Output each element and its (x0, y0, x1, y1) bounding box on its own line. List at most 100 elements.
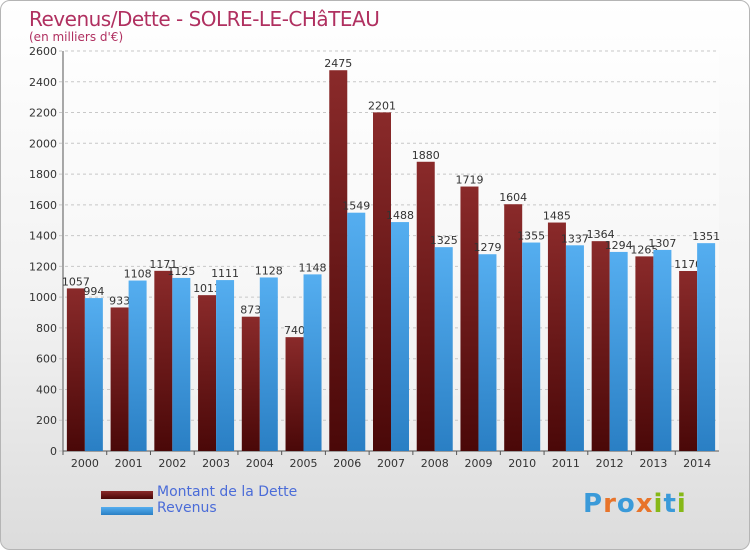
bar-revenus-2011 (565, 245, 584, 451)
data-label-revenus-2005: 1148 (299, 261, 327, 274)
x-tick-label-2000: 2000 (71, 457, 99, 470)
data-label-dette-2014: 1170 (674, 258, 702, 271)
data-label-revenus-2000: 994 (83, 285, 104, 298)
y-tick-label: 0 (50, 445, 57, 458)
y-tick-label: 2600 (29, 45, 57, 58)
logo-letter: i (653, 489, 664, 519)
data-label-dette-2007: 2201 (368, 99, 396, 112)
bar-dette-2014 (679, 271, 698, 451)
y-tick-label: 1800 (29, 168, 57, 181)
data-label-dette-2009: 1719 (455, 174, 483, 187)
bar-revenus-2014 (697, 243, 716, 451)
bar-dette-2001 (110, 307, 129, 451)
data-label-revenus-2010: 1355 (517, 230, 545, 243)
data-label-revenus-2003: 1111 (211, 267, 239, 280)
bar-dette-2002 (154, 270, 173, 451)
bar-revenus-2009 (478, 254, 497, 451)
bar-revenus-2010 (522, 242, 541, 451)
x-tick-label-2014: 2014 (683, 457, 711, 470)
bar-dette-2011 (547, 222, 566, 451)
data-label-dette-2000: 1057 (62, 275, 90, 288)
proxiti-logo: Proxiti (583, 489, 687, 519)
bar-dette-2007 (373, 112, 391, 451)
bar-revenus-2008 (434, 247, 453, 451)
data-label-revenus-2011: 1337 (561, 232, 589, 245)
bar-dette-2012 (591, 241, 610, 451)
x-tick-label-2004: 2004 (246, 457, 274, 470)
logo-letter: t (663, 489, 677, 519)
data-label-dette-2005: 740 (284, 324, 305, 337)
x-tick-label-2013: 2013 (639, 457, 667, 470)
data-label-revenus-2009: 1279 (473, 241, 501, 254)
x-tick-label-2005: 2005 (290, 457, 318, 470)
legend-label-dette: Montant de la Dette (157, 484, 298, 500)
bar-dette-2009 (460, 186, 479, 452)
data-label-dette-2013: 1265 (630, 243, 658, 256)
data-label-revenus-2008: 1325 (430, 234, 458, 247)
x-tick-label-2001: 2001 (115, 457, 143, 470)
x-tick-label-2009: 2009 (464, 457, 492, 470)
data-label-dette-2002: 1171 (149, 258, 177, 271)
x-tick-label-2011: 2011 (552, 457, 580, 470)
logo-letter: x (635, 489, 654, 519)
bar-revenus-2013 (653, 249, 672, 451)
data-label-revenus-2013: 1307 (648, 237, 676, 250)
bar-revenus-2003 (216, 280, 235, 451)
bar-dette-2006 (329, 70, 348, 451)
data-label-revenus-2006: 1549 (342, 200, 370, 213)
bar-revenus-2006 (347, 212, 366, 451)
data-label-revenus-2002: 1125 (167, 265, 195, 278)
y-tick-label: 200 (36, 414, 57, 427)
data-label-dette-2010: 1604 (499, 191, 527, 204)
y-tick-label: 2200 (29, 107, 57, 120)
data-label-dette-2001: 933 (109, 294, 130, 307)
bar-dette-2004 (241, 316, 260, 451)
legend-swatch-revenus (101, 507, 153, 515)
data-label-dette-2003: 1013 (193, 282, 221, 295)
data-label-revenus-2014: 1351 (692, 230, 720, 243)
y-tick-label: 400 (36, 383, 57, 396)
data-label-dette-2004: 873 (240, 304, 261, 317)
y-tick-label: 1000 (29, 291, 57, 304)
x-tick-label-2003: 2003 (202, 457, 230, 470)
y-tick-label: 1400 (29, 230, 57, 243)
y-tick-label: 1200 (29, 260, 57, 273)
data-label-dette-2011: 1485 (543, 210, 571, 223)
legend-label-revenus: Revenus (157, 500, 217, 516)
chart-title: Revenus/Dette - SOLRE-LE-CHâTEAU (29, 7, 380, 31)
y-tick-label: 2000 (29, 137, 57, 150)
x-tick-label-2006: 2006 (333, 457, 361, 470)
logo-letter: P (583, 489, 604, 519)
x-tick-label-2010: 2010 (508, 457, 536, 470)
y-tick-label: 1600 (29, 199, 57, 212)
bar-dette-2003 (198, 295, 217, 451)
data-label-revenus-2001: 1108 (124, 268, 152, 281)
bar-revenus-2000 (84, 298, 103, 451)
bar-revenus-2007 (391, 222, 409, 451)
x-tick-label-2012: 2012 (596, 457, 624, 470)
bar-dette-2010 (504, 204, 523, 451)
bar-revenus-2001 (128, 280, 147, 451)
x-tick-label-2002: 2002 (158, 457, 186, 470)
data-label-revenus-2007: 1488 (386, 209, 414, 222)
bar-dette-2005 (285, 337, 304, 451)
y-tick-label: 600 (36, 353, 57, 366)
data-label-dette-2012: 1364 (587, 228, 615, 241)
data-label-revenus-2004: 1128 (255, 264, 283, 277)
bar-revenus-2002 (172, 277, 191, 451)
y-tick-label: 800 (36, 322, 57, 335)
logo-letter: o (616, 489, 636, 519)
logo-letter: i (676, 489, 687, 519)
bar-dette-2008 (416, 161, 435, 451)
logo-letter: r (603, 489, 617, 519)
data-label-revenus-2012: 1294 (605, 239, 633, 252)
bar-revenus-2005 (303, 274, 322, 451)
chart-subtitle: (en milliers d'€) (29, 30, 124, 44)
data-label-dette-2008: 1880 (412, 149, 440, 162)
x-tick-label-2007: 2007 (377, 457, 405, 470)
legend-swatch-dette (101, 491, 153, 499)
data-label-dette-2006: 2475 (324, 57, 352, 70)
bar-revenus-2004 (259, 277, 278, 451)
